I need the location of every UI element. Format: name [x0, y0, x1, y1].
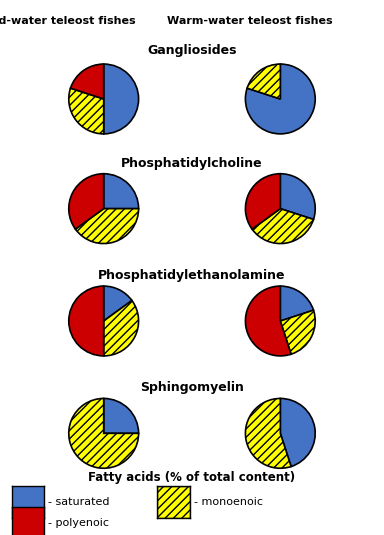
Text: Warm-water teleost fishes: Warm-water teleost fishes	[167, 16, 333, 26]
Text: Sphingomyelin: Sphingomyelin	[140, 381, 244, 394]
Wedge shape	[69, 174, 104, 229]
Wedge shape	[252, 209, 313, 243]
Wedge shape	[245, 399, 291, 468]
Wedge shape	[104, 64, 139, 134]
Wedge shape	[104, 301, 139, 356]
Text: - saturated: - saturated	[48, 497, 109, 507]
Wedge shape	[280, 286, 313, 321]
Text: - monoenoic: - monoenoic	[194, 497, 263, 507]
Wedge shape	[280, 310, 315, 354]
Wedge shape	[69, 399, 139, 468]
Wedge shape	[247, 64, 280, 99]
Wedge shape	[280, 399, 315, 467]
Wedge shape	[104, 174, 139, 209]
Text: Fatty acids (% of total content): Fatty acids (% of total content)	[88, 471, 296, 484]
Wedge shape	[280, 174, 315, 219]
Text: Cold-water teleost fishes: Cold-water teleost fishes	[0, 16, 136, 26]
Wedge shape	[104, 399, 139, 433]
Wedge shape	[104, 286, 132, 321]
Text: - polyenoic: - polyenoic	[48, 518, 109, 528]
Wedge shape	[69, 286, 104, 356]
Wedge shape	[245, 174, 280, 229]
Wedge shape	[75, 209, 139, 243]
Text: Gangliosides: Gangliosides	[147, 44, 237, 57]
Wedge shape	[245, 286, 291, 356]
Text: Phosphatidylethanolamine: Phosphatidylethanolamine	[98, 269, 286, 282]
Wedge shape	[71, 64, 104, 99]
Wedge shape	[69, 88, 104, 134]
Wedge shape	[245, 64, 315, 134]
Text: Phosphatidylcholine: Phosphatidylcholine	[121, 157, 263, 170]
